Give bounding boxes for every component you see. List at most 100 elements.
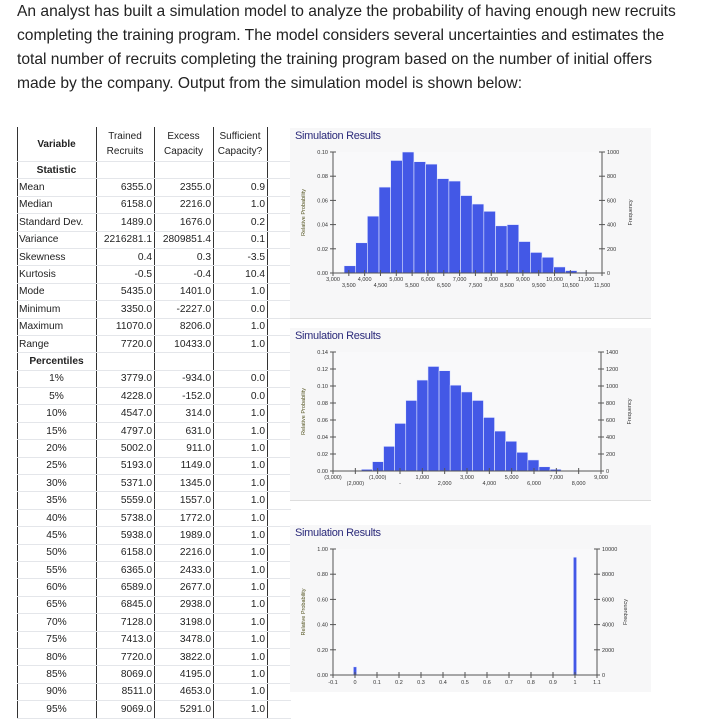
y-tick-label: 0.06 bbox=[317, 198, 328, 204]
percentiles-label: Percentiles bbox=[18, 353, 97, 370]
histogram-bar bbox=[356, 243, 368, 273]
stat-value: 1676.0 bbox=[155, 214, 214, 231]
stat-value: 11070.0 bbox=[97, 318, 155, 335]
percentile-label: 70% bbox=[18, 614, 97, 631]
x-tick-label: 0 bbox=[353, 680, 356, 686]
percentile-value: 7128.0 bbox=[97, 614, 155, 631]
stat-value: 10.4 bbox=[214, 266, 268, 283]
percentile-value: 9069.0 bbox=[97, 701, 155, 718]
percentile-value: 1989.0 bbox=[155, 527, 214, 544]
histogram-bar bbox=[395, 423, 406, 471]
x-tick-label: (3,000) bbox=[324, 475, 342, 481]
stat-value: 2216.0 bbox=[155, 196, 214, 213]
histogram-bar bbox=[483, 417, 494, 471]
y2-tick-label: 800 bbox=[606, 401, 615, 407]
x-tick-label: 6,000 bbox=[421, 277, 435, 283]
histogram-bar bbox=[539, 467, 550, 471]
x-tick-label: 0.4 bbox=[439, 680, 447, 686]
y-tick-label: 0.02 bbox=[317, 452, 328, 458]
stat-value: 0.4 bbox=[97, 248, 155, 265]
histogram-bar bbox=[417, 380, 428, 471]
percentile-label: 55% bbox=[18, 561, 97, 578]
percentile-value: 4797.0 bbox=[97, 422, 155, 439]
x-tick-label: 11,500 bbox=[594, 283, 610, 289]
statistic-label: Statistic bbox=[18, 162, 97, 179]
y2-tick-label: 1000 bbox=[606, 384, 618, 390]
y-tick-label: 0.40 bbox=[317, 623, 328, 629]
percentile-label: 80% bbox=[18, 648, 97, 665]
histogram-bar bbox=[461, 392, 472, 471]
x-tick-label: 8,000 bbox=[484, 277, 498, 283]
stat-value: 3350.0 bbox=[97, 301, 155, 318]
percentile-label: 40% bbox=[18, 509, 97, 526]
histogram-bar bbox=[379, 187, 391, 273]
x-tick-label: 7,500 bbox=[469, 283, 483, 289]
percentile-value: 2677.0 bbox=[155, 579, 214, 596]
x-tick-label: 8,000 bbox=[572, 481, 586, 487]
y-tick-label: 0.20 bbox=[317, 648, 328, 654]
x-tick-label: 0.2 bbox=[395, 680, 403, 686]
x-tick-label: 6,500 bbox=[437, 283, 451, 289]
percentile-value: 1.0 bbox=[214, 701, 268, 718]
percentile-value: 1.0 bbox=[214, 422, 268, 439]
percentile-value: 5371.0 bbox=[97, 475, 155, 492]
x-tick-label: 4,000 bbox=[358, 277, 372, 283]
y-tick-label: 0.06 bbox=[317, 418, 328, 424]
stat-value: -0.4 bbox=[155, 266, 214, 283]
x-tick-label: 9,000 bbox=[594, 475, 608, 481]
x-tick-label: 10,500 bbox=[562, 283, 579, 289]
x-tick-label: 10,000 bbox=[546, 277, 563, 283]
x-tick-label: 11,000 bbox=[578, 277, 594, 283]
histogram-bar bbox=[450, 385, 461, 471]
percentile-value: 1.0 bbox=[214, 457, 268, 474]
percentile-value: 7720.0 bbox=[97, 648, 155, 665]
percentile-value: 4228.0 bbox=[97, 388, 155, 405]
percentile-value: 1.0 bbox=[214, 666, 268, 683]
stat-value: 1401.0 bbox=[155, 283, 214, 300]
x-tick-label: 7,000 bbox=[549, 475, 563, 481]
percentile-value: 1.0 bbox=[214, 561, 268, 578]
histogram-bar bbox=[391, 160, 403, 273]
y-tick-label: 0.02 bbox=[317, 247, 328, 253]
x-tick-label: 2,000 bbox=[438, 481, 452, 487]
percentile-value: 3779.0 bbox=[97, 370, 155, 387]
histogram-bar bbox=[406, 400, 417, 471]
y-tick-label: 0.10 bbox=[317, 384, 328, 390]
stat-label: Range bbox=[18, 335, 97, 352]
x-tick-label: 0.5 bbox=[461, 680, 469, 686]
percentile-label: 5% bbox=[18, 388, 97, 405]
y2-tick-label: 2000 bbox=[602, 648, 614, 654]
percentile-value: 3822.0 bbox=[155, 648, 214, 665]
stat-label: Minimum bbox=[18, 301, 97, 318]
x-tick-label: 6,000 bbox=[527, 481, 541, 487]
stat-label: Standard Dev. bbox=[18, 214, 97, 231]
percentile-value: 2433.0 bbox=[155, 561, 214, 578]
stat-label: Mean bbox=[18, 179, 97, 196]
y2-tick-label: 600 bbox=[606, 418, 615, 424]
percentile-value: 1.0 bbox=[214, 648, 268, 665]
percentile-value: 4195.0 bbox=[155, 666, 214, 683]
percentile-value: 1557.0 bbox=[155, 492, 214, 509]
percentile-value: 6845.0 bbox=[97, 596, 155, 613]
y-tick-label: 0.08 bbox=[317, 174, 328, 180]
x-tick-label: 0.7 bbox=[505, 680, 513, 686]
histogram-bar bbox=[495, 226, 507, 273]
y2-axis-label: Frequency bbox=[628, 199, 634, 225]
y2-tick-label: 800 bbox=[607, 174, 616, 180]
y-tick-label: 0.04 bbox=[317, 223, 328, 229]
percentile-value: -152.0 bbox=[155, 388, 214, 405]
percentile-value: 1.0 bbox=[214, 475, 268, 492]
histogram-bar bbox=[437, 179, 449, 273]
x-tick-label: 0.9 bbox=[549, 680, 557, 686]
y-axis-label: Relative Probability bbox=[301, 588, 307, 635]
